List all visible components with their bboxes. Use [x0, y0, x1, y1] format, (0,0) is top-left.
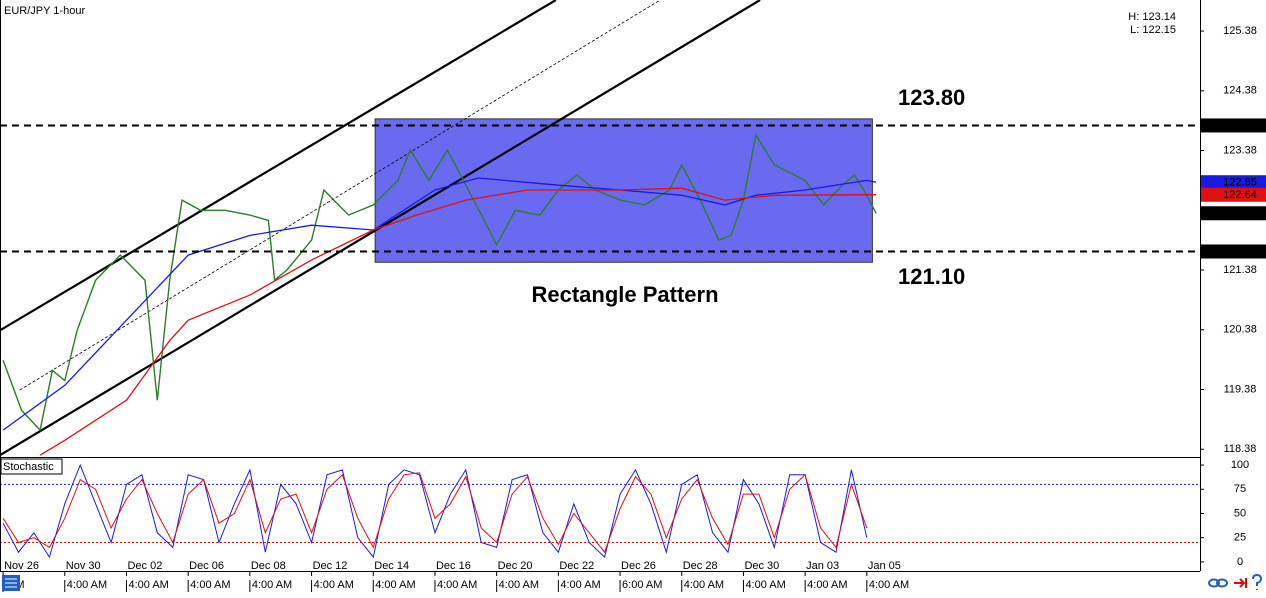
x-tick-time: 4:00 AM: [560, 579, 600, 591]
price-badge-label: 122.64: [1223, 189, 1257, 201]
price-badge-label: 122.85: [1223, 177, 1257, 189]
stochastic-label-box: [0, 458, 63, 475]
x-tick-label: Dec 08: [251, 560, 286, 572]
x-tick-time: 4:00 AM: [499, 579, 539, 591]
x-tick-time: 4:00 AM: [190, 579, 230, 591]
price-badge-label: 123.80: [1223, 120, 1257, 132]
toolbar-icon[interactable]: [2, 575, 20, 591]
y-tick-label: 100: [1231, 459, 1249, 471]
x-tick-time: 4:00 AM: [128, 579, 168, 591]
y-tick-label: 124.38: [1223, 85, 1257, 97]
price-line: [2, 133, 877, 432]
x-tick-time: 4:00 AM: [375, 579, 415, 591]
x-tick-label: Dec 30: [744, 560, 779, 572]
x-tick-label: Dec 28: [683, 560, 718, 572]
price-badge: [1201, 187, 1266, 202]
link-ring: [1216, 578, 1228, 588]
x-tick-time: 4:00 AM: [314, 579, 354, 591]
price-badge-label: 121.69: [1223, 246, 1257, 258]
x-tick-time: 4:00 AM: [869, 579, 909, 591]
annotation: 121.10: [898, 264, 965, 289]
x-tick-label: Nov 26: [4, 560, 39, 572]
annotation: 123.80: [898, 85, 965, 110]
price-line: [2, 177, 877, 431]
x-tick-time: 4:00 AM: [807, 579, 847, 591]
y-tick-label: 118.38: [1224, 443, 1257, 455]
price-line: [39, 187, 877, 456]
y-tick-label: 121.38: [1223, 264, 1257, 276]
y-tick-label: 123.38: [1223, 144, 1257, 156]
x-tick-time: 4:00 AM: [67, 579, 107, 591]
high-label: H: 123.14: [1128, 11, 1176, 23]
y-tick-label: 75: [1234, 483, 1246, 495]
low-label: L: 122.15: [1130, 24, 1176, 36]
trend-line: [0, 0, 557, 332]
y-tick-label: 120.38: [1223, 324, 1257, 336]
y-tick-label: 25: [1234, 532, 1246, 544]
price-badge: [1201, 175, 1266, 190]
y-tick-label: 50: [1234, 507, 1246, 519]
link-icon[interactable]: [1208, 578, 1228, 588]
stochastic-title: Stochastic: [3, 461, 54, 473]
x-tick-time: 4:00 AM: [437, 579, 477, 591]
title-box: [1, 1, 97, 19]
x-tick-label: Dec 16: [436, 560, 471, 572]
x-tick-label: Jan 03: [806, 560, 839, 572]
price-badge: [1201, 206, 1266, 221]
x-tick-label: Dec 26: [621, 560, 656, 572]
stochastic-line: [2, 472, 868, 554]
x-tick-label: Jan 05: [868, 560, 901, 572]
y-tick-label: 119.38: [1224, 383, 1257, 395]
y-tick-label: 0: [1237, 556, 1243, 568]
x-tick-label: Dec 22: [559, 560, 594, 572]
arrow-icon[interactable]: [1234, 578, 1247, 588]
price-badge-label: 122.33: [1223, 208, 1257, 220]
y-tick-label: 125.38: [1223, 25, 1257, 37]
chart-title: EUR/JPY 1-hour: [4, 5, 85, 17]
price-badge: [1201, 244, 1266, 259]
x-tick-label: Dec 12: [313, 560, 348, 572]
x-tick-time: 4:00 AM: [684, 579, 724, 591]
x-tick-time: 6:00 AM: [622, 579, 662, 591]
stochastic-line: [2, 463, 868, 559]
x-tick-label: Dec 02: [127, 560, 162, 572]
x-tick-label: Nov 30: [66, 560, 101, 572]
help-icon[interactable]: [1252, 573, 1263, 590]
annotation: Rectangle Pattern: [531, 282, 718, 307]
x-tick-label: Dec 20: [498, 560, 533, 572]
x-tick-time: 4:00 AM: [745, 579, 785, 591]
link-ring: [1208, 578, 1220, 588]
x-tick-label: Dec 06: [189, 560, 224, 572]
x-tick-label: Dec 14: [374, 560, 409, 572]
x-tick-time: 4:00 AM: [252, 579, 292, 591]
price-badge: [1201, 118, 1266, 133]
